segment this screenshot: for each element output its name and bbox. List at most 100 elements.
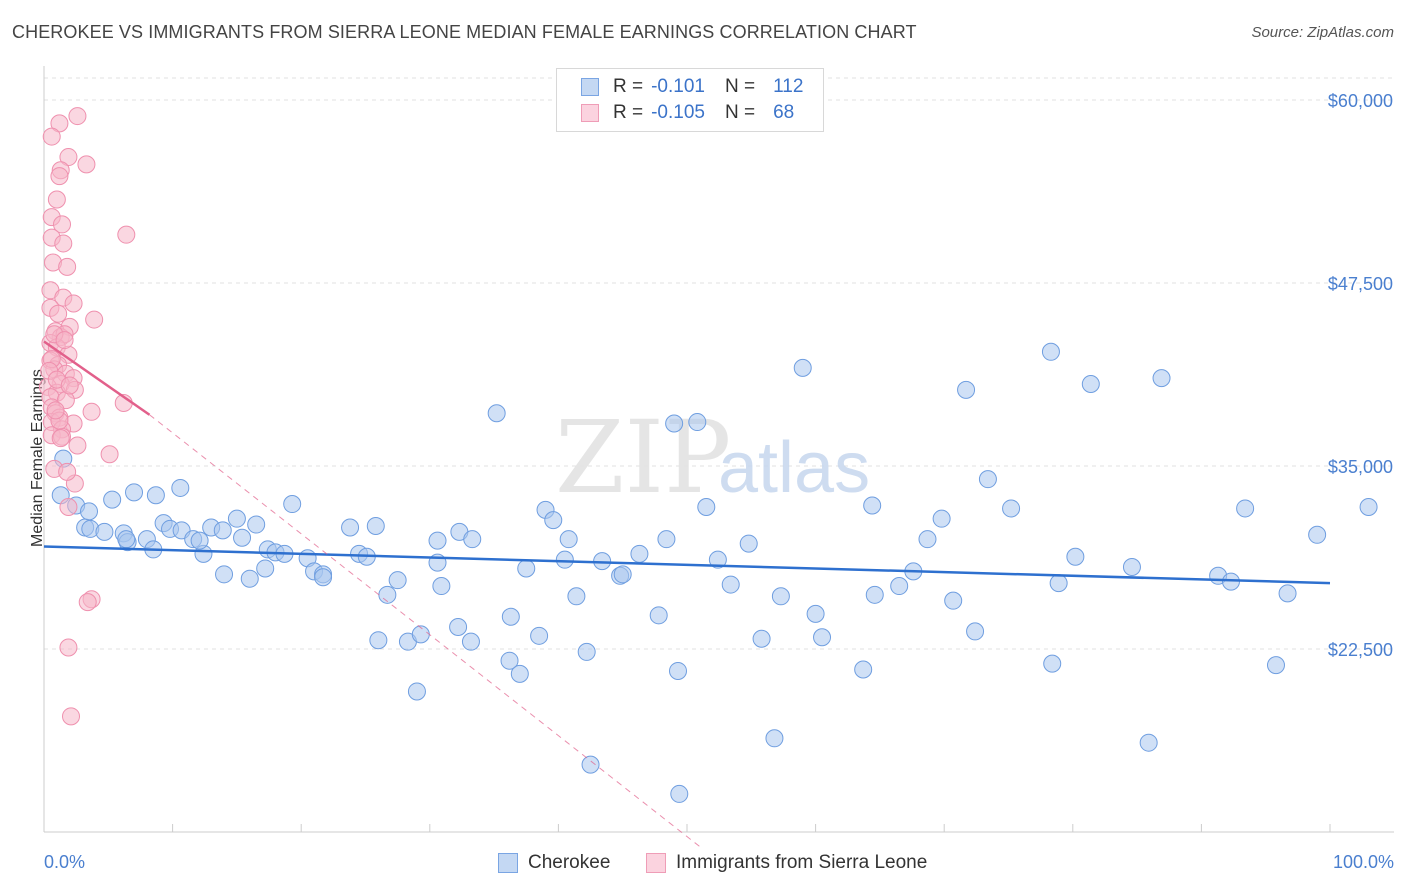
y-tick-label: $60,000 [1328, 91, 1393, 111]
data-point [47, 190, 66, 209]
series-cherokee [51, 342, 1378, 803]
data-point [752, 629, 771, 648]
data-point [240, 569, 259, 588]
data-point [77, 155, 96, 174]
data-point [68, 436, 87, 455]
data-point [806, 604, 825, 623]
data-point [1041, 342, 1060, 361]
data-point [49, 304, 68, 323]
legend-swatch-cherokee [581, 78, 599, 96]
data-point [708, 550, 727, 569]
data-point [1081, 374, 1100, 393]
data-point [233, 528, 252, 547]
data-point [283, 495, 302, 514]
legend-item-cherokee[interactable]: Cherokee [498, 852, 610, 874]
data-point [559, 530, 578, 549]
data-point [463, 530, 482, 549]
data-point [1043, 654, 1062, 673]
data-point [59, 497, 78, 516]
data-point [957, 380, 976, 399]
data-point [932, 509, 951, 528]
y-tick-labels: $22,500 $35,000 $47,500 $60,000 [1328, 91, 1393, 660]
data-point [771, 587, 790, 606]
data-point [117, 530, 136, 549]
data-point [100, 445, 119, 464]
data-point [59, 148, 78, 167]
watermark-atlas: atlas [718, 428, 870, 508]
data-point [966, 622, 985, 641]
data-point [1266, 656, 1285, 675]
data-point [1122, 558, 1141, 577]
data-point [813, 628, 832, 647]
data-point [60, 376, 79, 395]
legend-n-value: 68 [773, 102, 795, 123]
legend-swatch-sierra-leone [581, 104, 599, 122]
data-point [555, 550, 574, 569]
data-point [544, 511, 563, 530]
data-point [865, 585, 884, 604]
data-point [50, 114, 69, 133]
data-point [314, 568, 333, 587]
data-point [55, 331, 74, 350]
data-point [487, 404, 506, 423]
data-points [38, 107, 1378, 803]
data-point [1002, 499, 1021, 518]
data-point [42, 127, 61, 146]
data-point [341, 518, 360, 537]
data-point [581, 755, 600, 774]
data-point [1049, 574, 1068, 593]
data-point [54, 234, 73, 253]
watermark: ZIP atlas [555, 399, 870, 516]
data-point [765, 729, 784, 748]
data-point [449, 618, 468, 637]
legend-n-value: 112 [773, 76, 804, 97]
data-point [59, 638, 78, 657]
data-point [657, 530, 676, 549]
legend-n-label: N = [724, 76, 756, 97]
data-point [58, 462, 77, 481]
legend-swatch-sierra-leone [646, 853, 666, 873]
legend-row-sierra-leone: R = -0.105 N = 68 [581, 101, 794, 125]
data-point [688, 413, 707, 432]
data-point [530, 626, 549, 645]
data-point [46, 401, 65, 420]
data-point [517, 559, 536, 578]
data-point [918, 530, 937, 549]
data-point [1278, 584, 1297, 603]
legend-r-value: -0.105 [651, 102, 705, 123]
data-point [407, 682, 426, 701]
data-point [1066, 547, 1085, 566]
data-point [78, 593, 97, 612]
data-point [577, 642, 596, 661]
data-point [58, 257, 77, 276]
data-point [171, 478, 190, 497]
data-point [500, 651, 519, 670]
legend-r-value: -0.101 [651, 76, 705, 97]
data-point [613, 565, 632, 584]
data-point [978, 470, 997, 489]
data-point [369, 631, 388, 650]
data-point [146, 486, 165, 505]
data-point [668, 661, 687, 680]
legend-swatch-cherokee [498, 853, 518, 873]
series-sierra-leone [38, 107, 136, 726]
data-point [854, 660, 873, 679]
y-tick-label: $47,500 [1328, 274, 1393, 294]
trend-line-sierra-leone [43, 340, 151, 416]
data-point [53, 215, 72, 234]
data-point [739, 534, 758, 553]
data-point [227, 509, 246, 528]
data-point [461, 632, 480, 651]
data-point [428, 531, 447, 550]
data-point [103, 490, 122, 509]
data-point [388, 571, 407, 590]
legend-item-sierra-leone[interactable]: Immigrants from Sierra Leone [646, 852, 927, 874]
legend-label-sierra-leone: Immigrants from Sierra Leone [676, 852, 928, 873]
data-point [697, 497, 716, 516]
data-point [85, 310, 104, 329]
data-point [247, 515, 266, 534]
data-point [190, 531, 209, 550]
x-tick-label-min: 0.0% [44, 852, 86, 872]
data-point [62, 707, 81, 726]
data-point [215, 565, 234, 584]
